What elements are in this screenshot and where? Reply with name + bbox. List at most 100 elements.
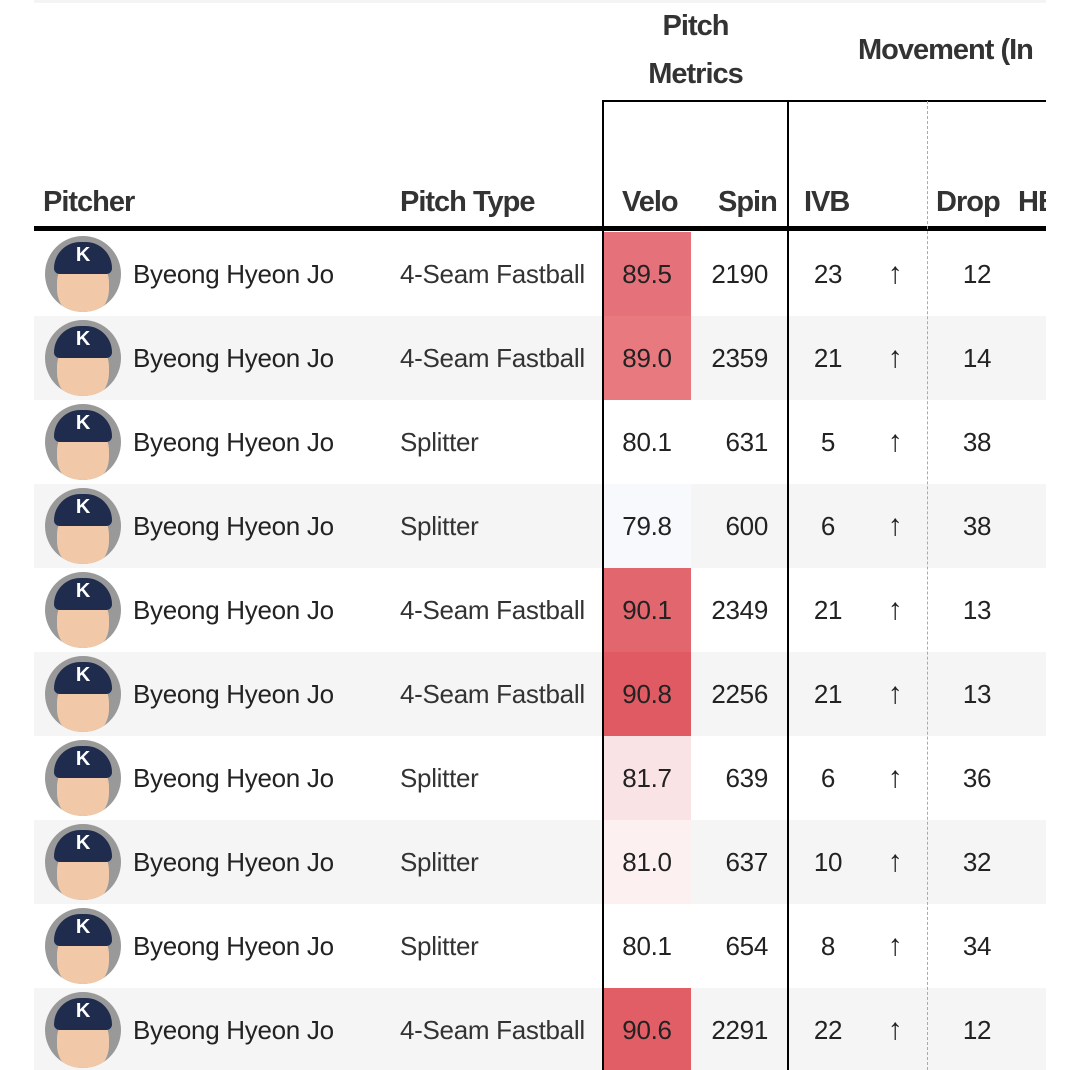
arrow-up-icon: ↑ bbox=[887, 593, 903, 626]
group-header-movement: Movement (In bbox=[858, 34, 1034, 66]
column-header-hb[interactable]: HB bbox=[1018, 186, 1046, 218]
arrow-up-icon: ↑ bbox=[887, 761, 903, 794]
table-row[interactable]: K Byeong Hyeon Jo 4-Seam Fastball 90.6 2291 2… bbox=[34, 988, 1046, 1070]
pitch-type: Splitter bbox=[400, 427, 479, 457]
velo-cell: 81.7 bbox=[603, 736, 691, 820]
spin-right-border bbox=[787, 100, 789, 1070]
velo-cell: 80.1 bbox=[603, 904, 691, 988]
column-header-ivb[interactable]: IVB bbox=[804, 186, 850, 218]
pitcher-name[interactable]: Byeong Hyeon Jo bbox=[133, 931, 334, 961]
velo-cell: 89.0 bbox=[603, 316, 691, 400]
spin-cell: 2349 bbox=[711, 595, 768, 625]
arrow-up-icon: ↑ bbox=[887, 1013, 903, 1046]
cap-shape: K bbox=[54, 746, 112, 778]
spin-cell: 2291 bbox=[711, 1015, 768, 1045]
column-header-spin[interactable]: Spin bbox=[718, 186, 778, 218]
pitch-type: 4-Seam Fastball bbox=[400, 259, 585, 289]
drop-cell: 36 bbox=[962, 763, 992, 793]
ivb-cell: 21 bbox=[813, 343, 843, 373]
pitcher-name[interactable]: Byeong Hyeon Jo bbox=[133, 511, 334, 541]
pitch-type: 4-Seam Fastball bbox=[400, 1015, 585, 1045]
header-divider bbox=[34, 226, 1046, 231]
spin-cell: 637 bbox=[725, 847, 769, 877]
velo-cell: 79.8 bbox=[603, 484, 691, 568]
velo-cell: 90.1 bbox=[603, 568, 691, 652]
pitcher-name[interactable]: Byeong Hyeon Jo bbox=[133, 1015, 334, 1045]
cap-shape: K bbox=[54, 830, 112, 862]
arrow-up-icon: ↑ bbox=[887, 425, 903, 458]
drop-cell: 38 bbox=[962, 511, 992, 541]
pitcher-name[interactable]: Byeong Hyeon Jo bbox=[133, 595, 334, 625]
ivb-cell: 22 bbox=[813, 1015, 843, 1045]
top-divider bbox=[34, 0, 1046, 3]
cap-shape: K bbox=[54, 662, 112, 694]
group-header-line-1: Pitch bbox=[662, 10, 730, 42]
pitcher-name[interactable]: Byeong Hyeon Jo bbox=[133, 763, 334, 793]
table-row[interactable]: K Byeong Hyeon Jo 4-Seam Fastball 89.5 2190 2… bbox=[34, 232, 1046, 316]
movement-divider bbox=[927, 101, 928, 1070]
pitcher-headshot-icon: K bbox=[45, 824, 121, 900]
arrow-up-icon: ↑ bbox=[887, 257, 903, 290]
pitcher-name[interactable]: Byeong Hyeon Jo bbox=[133, 343, 334, 373]
arrow-up-icon: ↑ bbox=[887, 677, 903, 710]
pitcher-headshot-icon: K bbox=[45, 488, 121, 564]
velo-cell: 89.5 bbox=[603, 232, 691, 316]
pitch-type: 4-Seam Fastball bbox=[400, 343, 585, 373]
pitcher-headshot-icon: K bbox=[45, 740, 121, 816]
pitcher-headshot-icon: K bbox=[45, 992, 121, 1068]
spin-cell: 654 bbox=[725, 931, 769, 961]
ivb-cell: 6 bbox=[820, 763, 836, 793]
pitcher-headshot-icon: K bbox=[45, 236, 121, 312]
spin-cell: 2190 bbox=[711, 259, 768, 289]
pitcher-name[interactable]: Byeong Hyeon Jo bbox=[133, 259, 334, 289]
drop-cell: 32 bbox=[962, 847, 992, 877]
ivb-cell: 5 bbox=[820, 427, 836, 457]
arrow-up-icon: ↑ bbox=[887, 929, 903, 962]
spin-cell: 600 bbox=[725, 511, 769, 541]
spin-cell: 631 bbox=[725, 427, 769, 457]
velo-cell: 80.1 bbox=[603, 400, 691, 484]
pitch-type: Splitter bbox=[400, 511, 479, 541]
velo-cell: 81.0 bbox=[603, 820, 691, 904]
drop-cell: 34 bbox=[962, 931, 992, 961]
cap-shape: K bbox=[54, 410, 112, 442]
pitcher-name[interactable]: Byeong Hyeon Jo bbox=[133, 847, 334, 877]
column-header-velo[interactable]: Velo bbox=[622, 186, 679, 218]
table-row[interactable]: K Byeong Hyeon Jo 4-Seam Fastball 89.0 2359 2… bbox=[34, 316, 1046, 400]
drop-cell: 38 bbox=[962, 427, 992, 457]
arrow-up-icon: ↑ bbox=[887, 509, 903, 542]
column-header-drop[interactable]: Drop bbox=[936, 186, 1001, 218]
column-header-pitch-type[interactable]: Pitch Type bbox=[400, 186, 535, 218]
group-header-underline bbox=[603, 100, 1046, 102]
group-header-pitch-metrics: Pitch Metrics bbox=[603, 2, 788, 98]
velo-cell: 90.6 bbox=[603, 988, 691, 1070]
cap-shape: K bbox=[54, 998, 112, 1030]
table-row[interactable]: K Byeong Hyeon Jo Splitter 79.8 600 6 ↑ 38 bbox=[34, 484, 1046, 568]
cap-shape: K bbox=[54, 242, 112, 274]
velo-cell: 90.8 bbox=[603, 652, 691, 736]
table-row[interactable]: K Byeong Hyeon Jo Splitter 81.7 639 6 ↑ 36 bbox=[34, 736, 1046, 820]
pitcher-name[interactable]: Byeong Hyeon Jo bbox=[133, 427, 334, 457]
pitch-type: Splitter bbox=[400, 763, 479, 793]
column-header-pitcher[interactable]: Pitcher bbox=[43, 186, 135, 218]
table-row[interactable]: K Byeong Hyeon Jo Splitter 81.0 637 10 ↑ 32 bbox=[34, 820, 1046, 904]
pitcher-name[interactable]: Byeong Hyeon Jo bbox=[133, 679, 334, 709]
ivb-cell: 23 bbox=[813, 259, 843, 289]
arrow-up-icon: ↑ bbox=[887, 845, 903, 878]
pitcher-headshot-icon: K bbox=[45, 572, 121, 648]
ivb-cell: 21 bbox=[813, 679, 843, 709]
velo-left-border bbox=[602, 100, 604, 1070]
ivb-cell: 21 bbox=[813, 595, 843, 625]
drop-cell: 12 bbox=[962, 1015, 992, 1045]
table-row[interactable]: K Byeong Hyeon Jo 4-Seam Fastball 90.1 2349 2… bbox=[34, 568, 1046, 652]
pitch-type: Splitter bbox=[400, 847, 479, 877]
group-header-line-2: Metrics bbox=[648, 58, 744, 90]
pitcher-headshot-icon: K bbox=[45, 320, 121, 396]
table-row[interactable]: K Byeong Hyeon Jo Splitter 80.1 654 8 ↑ 34 bbox=[34, 904, 1046, 988]
pitch-table: Pitch Metrics Movement (In Pitcher Pitch… bbox=[34, 0, 1046, 1070]
drop-cell: 13 bbox=[962, 595, 992, 625]
drop-cell: 12 bbox=[962, 259, 992, 289]
table-row[interactable]: K Byeong Hyeon Jo 4-Seam Fastball 90.8 2256 2… bbox=[34, 652, 1046, 736]
table-row[interactable]: K Byeong Hyeon Jo Splitter 80.1 631 5 ↑ 38 bbox=[34, 400, 1046, 484]
cap-shape: K bbox=[54, 914, 112, 946]
